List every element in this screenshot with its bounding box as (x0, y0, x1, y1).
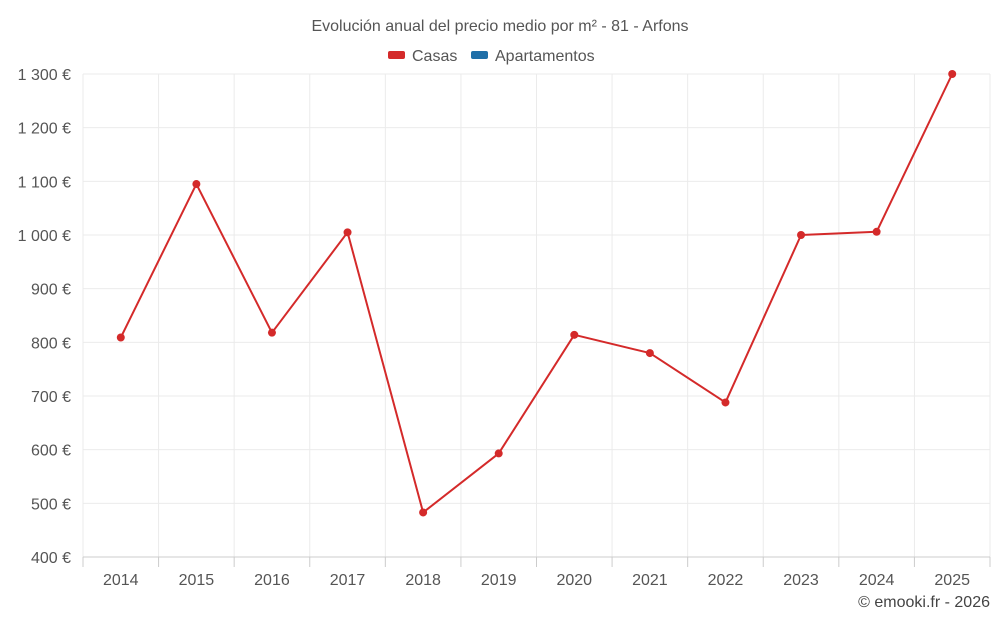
data-point[interactable] (494, 449, 503, 458)
y-tick-label: 1 200 € (18, 121, 71, 138)
data-point[interactable] (570, 330, 579, 339)
data-point[interactable] (797, 231, 806, 239)
x-tick-label: 2021 (632, 572, 668, 589)
data-point[interactable] (192, 180, 201, 189)
legend-swatch-casas (388, 51, 405, 59)
x-tick-label: 2015 (179, 572, 215, 589)
y-tick-label: 1 300 € (18, 67, 71, 84)
x-tick-label: 2022 (708, 572, 744, 589)
legend-item-apartamentos[interactable]: Apartamentos (471, 48, 595, 65)
y-tick-label: 400 € (31, 550, 71, 567)
legend: Casas Apartamentos (388, 48, 595, 65)
gridlines (82, 73, 991, 557)
data-point[interactable] (721, 398, 730, 407)
data-point[interactable] (267, 328, 276, 337)
legend-label-apartamentos: Apartamentos (495, 48, 595, 65)
x-tick-label: 2024 (859, 572, 895, 589)
data-point[interactable] (116, 333, 125, 342)
legend-swatch-apartamentos (471, 51, 488, 59)
y-tick-label: 900 € (31, 282, 71, 299)
y-tick-label: 700 € (31, 389, 71, 406)
y-tick-label: 500 € (31, 496, 71, 513)
x-tick-label: 2023 (783, 572, 819, 589)
x-tick-label: 2018 (405, 572, 441, 589)
x-tick-label: 2014 (103, 572, 139, 589)
data-point[interactable] (872, 227, 881, 236)
legend-label-casas: Casas (412, 48, 457, 65)
y-tick-label: 600 € (31, 443, 71, 460)
data-point[interactable] (343, 228, 352, 237)
data-point[interactable] (419, 508, 428, 517)
y-tick-label: 1 000 € (18, 228, 71, 245)
series-line-casas (119, 73, 954, 514)
data-point[interactable] (645, 349, 654, 358)
y-tick-label: 1 100 € (18, 174, 71, 191)
x-tick-label: 2017 (330, 572, 366, 589)
data-point[interactable] (948, 70, 957, 78)
x-tick-label: 2019 (481, 572, 517, 589)
x-tick-label: 2020 (556, 572, 592, 589)
x-axis: 2014 2015 2016 2017 2018 2019 2020 2021 2022 2023… (82, 556, 991, 589)
series-layer (116, 70, 957, 517)
y-axis: 400 € 500 € 600 € 700 € 800 € 900 € 1 000 € 1 1… (18, 67, 71, 567)
x-tick-label: 2025 (934, 572, 970, 589)
chart-title: Evolución anual del precio medio por m² … (311, 18, 688, 35)
y-tick-label: 800 € (31, 335, 71, 352)
credit-text: © emooki.fr - 2026 (858, 594, 990, 611)
x-tick-label: 2016 (254, 572, 290, 589)
legend-item-casas[interactable]: Casas (388, 48, 457, 65)
